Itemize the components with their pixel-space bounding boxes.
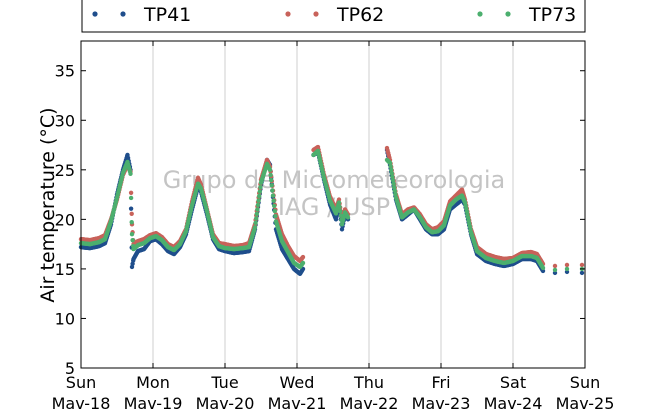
legend-label-tp41: TP41 [143,4,191,26]
data-point [269,183,274,188]
data-point [564,262,570,268]
legend-marker [92,11,98,17]
x-tick-date: Mav-20 [196,394,255,409]
watermark-line-1: Grupo de Micrometeorologia [163,166,505,194]
data-points [78,144,585,277]
data-point [271,198,276,203]
data-point [129,211,134,217]
data-point [579,262,585,268]
data-point [128,190,134,196]
legend-marker [120,11,126,17]
series-tp73 [78,148,585,273]
data-point [128,206,134,211]
data-point [337,204,342,210]
x-tick-date: Mav-21 [268,394,327,409]
data-point [552,267,558,273]
data-point [257,193,262,199]
data-point [300,260,306,266]
legend-box [81,0,586,33]
data-point [270,193,276,198]
data-point [388,164,393,169]
x-tick-day: Sun [66,373,96,392]
data-point [389,167,394,173]
x-tick-day: Wed [280,373,315,392]
data-point [336,200,342,205]
y-tick-label: 30 [55,111,75,130]
x-tick-day: Sun [570,373,600,392]
data-point [392,184,397,190]
data-point [540,265,546,271]
x-tick-date: Mav-19 [124,394,183,409]
legend-label-tp62: TP62 [336,4,384,26]
x-tick-date: Mav-24 [484,394,543,409]
data-point [255,207,260,212]
data-point [254,211,259,217]
y-axis-ticks: 5 10 15 20 25 30 35 [55,62,585,378]
x-tick-date: Mav-18 [52,394,111,409]
data-point [129,232,135,237]
data-point [128,195,134,201]
data-point [390,178,396,183]
plot-frame [80,40,586,369]
vertical-grid [152,41,514,368]
x-tick-day: Mon [136,373,170,392]
data-point [255,202,261,208]
data-point [129,219,134,225]
data-point [257,189,262,194]
data-point [300,254,306,260]
data-point [253,220,258,226]
legend-label-tp73: TP73 [528,4,576,26]
data-point [552,263,558,269]
legend-marker [505,11,511,17]
data-point [389,171,394,176]
data-point [345,215,351,220]
data-point [269,177,274,183]
x-tick-day: Thu [353,373,384,392]
data-point [392,188,397,193]
x-tick-date: Mav-25 [556,394,615,409]
data-point [270,188,275,193]
y-tick-label: 25 [55,161,75,180]
x-tick-day: Tue [210,373,238,392]
data-point [387,160,393,166]
x-tick-day: Fri [431,373,450,392]
data-point [254,216,259,221]
data-point [393,191,398,197]
data-point [268,172,273,178]
y-tick-label: 35 [55,62,75,81]
data-point [272,203,277,209]
data-point [564,266,570,272]
data-point [579,270,585,276]
data-point [391,181,396,186]
y-axis-label: Air temperature (°C) [37,107,59,302]
data-point [128,171,133,176]
data-point [252,225,258,230]
y-tick-label: 5 [65,359,75,378]
y-tick-label: 20 [55,210,75,229]
y-tick-label: 10 [55,309,75,328]
x-tick-date: Mav-23 [412,394,471,409]
legend-marker [477,11,483,17]
data-point [273,213,278,219]
legend-marker [313,11,319,17]
data-point [130,237,135,243]
data-point [272,208,277,214]
data-point [338,209,343,214]
x-tick-day: Sat [500,373,526,392]
y-tick-label: 15 [55,260,75,279]
data-point [256,198,261,203]
data-point [258,184,263,190]
legend: TP41 TP62 TP73 [92,4,576,26]
x-axis-ticks: Sun Mav-18 Mon Mav-19 Tue Mav-20 Wed Mav-21 Thu M… [52,41,615,409]
x-tick-date: Mav-22 [340,394,399,409]
data-point [390,174,395,179]
data-point [267,167,273,173]
legend-marker [285,11,291,17]
